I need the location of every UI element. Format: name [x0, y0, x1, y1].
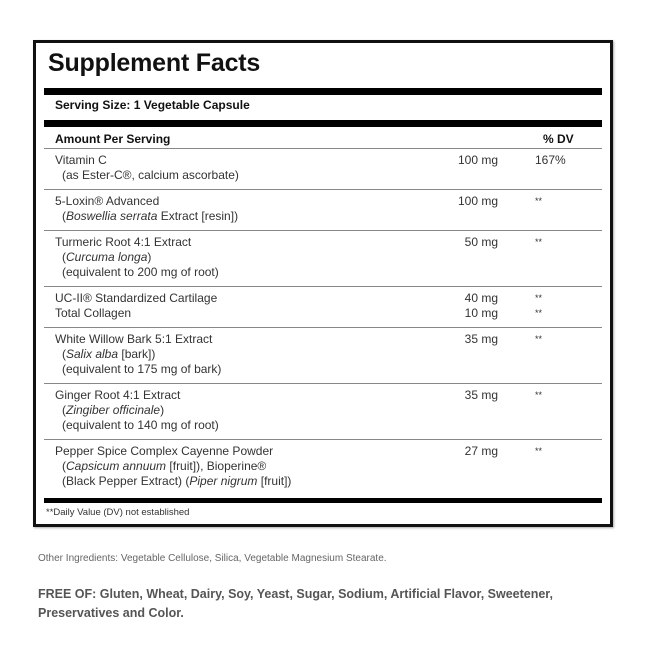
ingredient-detail: (equivalent to 175 mg of bark) — [44, 362, 602, 377]
nutrient-table: Vitamin C 100 mg 167% (as Ester-C®, calcium… — [44, 149, 602, 495]
text-segment: [bark]) — [118, 347, 156, 361]
daily-value: ** — [535, 390, 543, 400]
ingredient-name: UC-II® Standardized Cartilage 40 mg ** — [44, 291, 602, 306]
text-segment: Capsicum annuum — [66, 459, 167, 473]
ingredient-detail: (Curcuma longa) — [44, 250, 602, 265]
ingredient-detail: (Zingiber officinale) — [44, 403, 602, 418]
amount: 50 mg — [464, 235, 498, 249]
amount: 35 mg — [464, 388, 498, 402]
amount: 40 mg — [464, 291, 498, 305]
amount-per-serving-header: Amount Per Serving — [55, 132, 171, 146]
other-ingredients: Other Ingredients: Vegetable Cellulose, … — [38, 553, 387, 564]
table-row: 5-Loxin® Advanced 100 mg ** (Boswellia serr… — [44, 190, 602, 231]
text-segment: Salix alba — [66, 347, 119, 361]
ingredient-detail: (Capsicum annuum [fruit]), Bioperine® — [44, 459, 602, 474]
daily-value: 167% — [535, 153, 566, 167]
amount: 100 mg — [457, 153, 498, 167]
footnote: **Daily Value (DV) not established — [46, 507, 190, 518]
text-segment: ( — [62, 403, 66, 417]
free-of-statement: FREE OF: Gluten, Wheat, Dairy, Soy, Yeas… — [38, 587, 553, 620]
text-segment: ( — [62, 250, 66, 264]
text-segment: Boswellia serrata — [66, 209, 158, 223]
daily-value: ** — [535, 293, 543, 303]
ingredient-name: Turmeric Root 4:1 Extract 50 mg ** — [44, 235, 602, 250]
text-segment: ( — [62, 209, 66, 223]
table-row: Turmeric Root 4:1 Extract 50 mg ** (Curcuma… — [44, 231, 602, 287]
text-segment: (Black Pepper Extract) ( — [62, 474, 190, 488]
ingredient-name: 5-Loxin® Advanced 100 mg ** — [44, 194, 602, 209]
thick-divider — [44, 88, 602, 95]
text-segment: [fruit]) — [257, 474, 292, 488]
amount: 10 mg — [464, 306, 498, 320]
panel-title: Supplement Facts — [48, 49, 261, 77]
text-segment: Extract [resin]) — [157, 209, 239, 223]
ingredient-name: Pepper Spice Complex Cayenne Powder 27 mg… — [44, 444, 602, 459]
ingredient-detail: (Boswellia serrata Extract [resin]) — [44, 209, 602, 224]
ingredient-detail: (equivalent to 200 mg of root) — [44, 265, 602, 280]
ingredient-name: Vitamin C 100 mg 167% — [44, 153, 602, 168]
text-segment: 5-Loxin® Advanced — [55, 194, 160, 208]
ingredient-detail: Total Collagen 10 mg ** — [44, 306, 602, 321]
daily-value: ** — [535, 196, 543, 206]
text-segment: Ginger Root 4:1 Extract — [55, 388, 181, 402]
text-segment: Piper nigrum — [189, 474, 258, 488]
table-row: Vitamin C 100 mg 167% (as Ester-C®, calcium… — [44, 149, 602, 190]
dv-header: % DV — [543, 132, 574, 146]
daily-value: ** — [535, 334, 543, 344]
table-row: Ginger Root 4:1 Extract 35 mg ** (Zingiber … — [44, 384, 602, 440]
divider — [44, 148, 602, 149]
supplement-facts-panel: Supplement Facts Serving Size: 1 Vegetab… — [33, 40, 613, 527]
ingredient-name: White Willow Bark 5:1 Extract 35 mg ** — [44, 332, 602, 347]
text-segment: [fruit]), Bioperine® — [166, 459, 267, 473]
text-segment: UC-II® Standardized Cartilage — [55, 291, 218, 305]
text-segment: Total Collagen — [55, 306, 132, 320]
text-segment: Turmeric Root 4:1 Extract — [55, 235, 192, 249]
table-row: White Willow Bark 5:1 Extract 35 mg ** (Sal… — [44, 328, 602, 384]
text-segment: Vitamin C — [55, 153, 107, 167]
text-segment: ( — [62, 347, 66, 361]
ingredient-detail: (Salix alba [bark]) — [44, 347, 602, 362]
ingredient-name: Ginger Root 4:1 Extract 35 mg ** — [44, 388, 602, 403]
ingredient-detail: (equivalent to 140 mg of root) — [44, 418, 602, 433]
text-segment: Zingiber officinale — [66, 403, 161, 417]
text-segment: ) — [160, 403, 165, 417]
thick-divider — [44, 498, 602, 503]
amount: 35 mg — [464, 332, 498, 346]
amount: 27 mg — [464, 444, 498, 458]
daily-value: ** — [535, 308, 543, 318]
text-segment: Pepper Spice Complex Cayenne Powder — [55, 444, 274, 458]
text-segment: (equivalent to 200 mg of root) — [62, 265, 219, 279]
daily-value: ** — [535, 446, 543, 456]
ingredient-detail: (Black Pepper Extract) (Piper nigrum [fr… — [44, 474, 602, 489]
text-segment: Curcuma longa — [66, 250, 148, 264]
text-segment: ) — [147, 250, 152, 264]
table-row: UC-II® Standardized Cartilage 40 mg ** Tota… — [44, 287, 602, 328]
daily-value: ** — [535, 237, 543, 247]
ingredient-detail: (as Ester-C®, calcium ascorbate) — [44, 168, 602, 183]
text-segment: White Willow Bark 5:1 Extract — [55, 332, 213, 346]
text-segment: ( — [62, 459, 66, 473]
amount: 100 mg — [457, 194, 498, 208]
text-segment: (equivalent to 140 mg of root) — [62, 418, 219, 432]
serving-size: Serving Size: 1 Vegetable Capsule — [55, 98, 250, 112]
thick-divider — [44, 120, 602, 127]
text-segment: (as Ester-C®, calcium ascorbate) — [62, 168, 239, 182]
table-row: Pepper Spice Complex Cayenne Powder 27 mg… — [44, 440, 602, 495]
text-segment: (equivalent to 175 mg of bark) — [62, 362, 222, 376]
